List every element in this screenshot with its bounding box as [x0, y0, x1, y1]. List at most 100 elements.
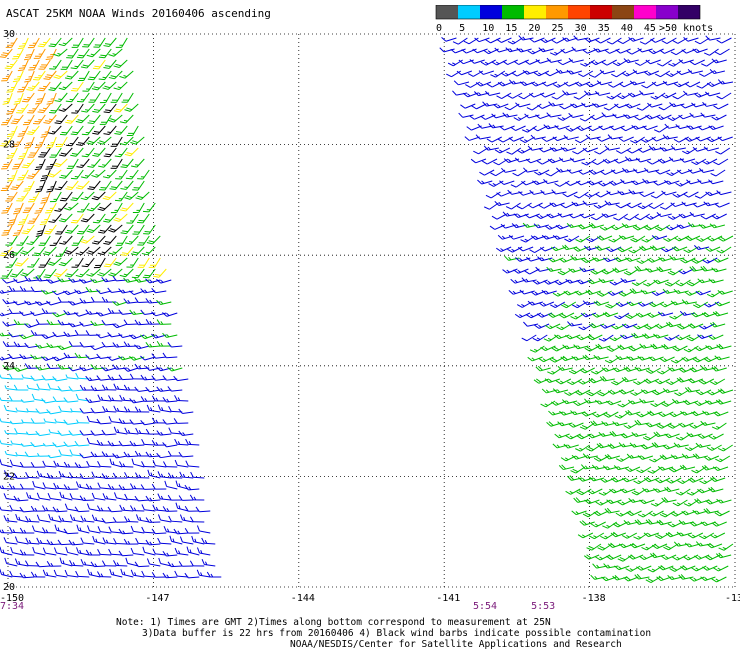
- wind-barb: [661, 92, 677, 99]
- wind-barb: [25, 471, 40, 479]
- wind-barb: [527, 145, 543, 151]
- wind-barb: [4, 385, 18, 391]
- wind-barb: [645, 114, 661, 120]
- wind-barb: [678, 268, 694, 275]
- wind-barb: [114, 492, 128, 501]
- wind-barb: [45, 158, 57, 170]
- wind-barb: [612, 267, 628, 273]
- wind-barb: [35, 276, 51, 282]
- wind-barb: [0, 311, 13, 317]
- wind-barb: [186, 546, 200, 556]
- wind-barb: [549, 202, 565, 208]
- wind-barb: [508, 234, 525, 240]
- wind-barb: [625, 103, 641, 109]
- wind-barb: [30, 354, 46, 360]
- wind-barb: [493, 158, 509, 166]
- wind-barb: [461, 48, 477, 54]
- wind-barb: [42, 569, 57, 578]
- wind-barb: [118, 484, 134, 491]
- wind-barb: [691, 257, 707, 264]
- wind-barb: [644, 167, 660, 173]
- wind-barb: [673, 288, 689, 294]
- wind-barb: [551, 92, 567, 100]
- wind-barb: [675, 488, 691, 496]
- wind-barb: [640, 389, 657, 394]
- wind-barb: [54, 202, 68, 212]
- wind-barb: [613, 465, 630, 471]
- wind-barb: [582, 453, 598, 459]
- wind-barb: [636, 257, 652, 264]
- wind-barb: [595, 343, 611, 350]
- wind-barb: [634, 59, 650, 66]
- wind-barb: [178, 495, 194, 501]
- wind-barb: [68, 300, 84, 306]
- wind-barb: [134, 561, 150, 568]
- wind-barb: [710, 169, 726, 177]
- wind-barb: [548, 257, 564, 263]
- wind-barb: [123, 367, 139, 372]
- wind-barb: [570, 312, 586, 320]
- wind-barb: [69, 559, 84, 567]
- wind-barb: [8, 332, 24, 338]
- wind-barb: [46, 342, 62, 349]
- wind-barb: [679, 464, 696, 471]
- wind-barb: [715, 147, 731, 155]
- wind-barb: [629, 288, 645, 294]
- wind-barb: [701, 465, 718, 471]
- wind-barb: [601, 112, 617, 118]
- wind-barb: [584, 398, 600, 404]
- wind-barb: [103, 213, 117, 223]
- wind-barb: [156, 319, 172, 325]
- wind-barb: [131, 458, 145, 468]
- wind-barb: [589, 532, 605, 540]
- wind-barb: [151, 528, 167, 535]
- wind-barb: [700, 213, 716, 220]
- wind-barb: [560, 146, 576, 152]
- wind-barb: [65, 546, 79, 556]
- wind-barb: [75, 268, 90, 278]
- wind-barb: [97, 246, 112, 256]
- wind-barb: [621, 477, 638, 483]
- wind-barb: [129, 398, 145, 404]
- wind-barb: [596, 136, 612, 142]
- wind-barb: [668, 466, 685, 473]
- wind-barb: [504, 255, 520, 261]
- wind-barb: [8, 395, 24, 402]
- wind-barb: [48, 213, 62, 223]
- wind-barb: [120, 158, 134, 169]
- wind-barb: [582, 147, 599, 153]
- wind-barb: [157, 514, 172, 523]
- wind-barb: [518, 35, 534, 41]
- wind-barb: [30, 505, 46, 512]
- wind-barb: [664, 279, 680, 287]
- wind-barb: [33, 48, 46, 59]
- wind-barb: [30, 311, 46, 317]
- wind-barb: [162, 550, 178, 557]
- wind-barb: [46, 363, 62, 370]
- wind-barb: [680, 565, 696, 571]
- wind-barb: [657, 465, 674, 471]
- wind-barb: [596, 80, 613, 86]
- wind-barb: [538, 47, 554, 53]
- wind-barb: [71, 81, 84, 92]
- wind-barb: [58, 470, 73, 479]
- wind-barb: [58, 103, 73, 112]
- wind-barb: [97, 549, 112, 556]
- wind-barb: [49, 147, 62, 158]
- wind-barb: [700, 420, 716, 426]
- wind-barb: [496, 246, 512, 252]
- wind-barb: [645, 59, 661, 65]
- wind-barb: [683, 499, 699, 507]
- wind-barb: [185, 438, 200, 446]
- wind-barb: [129, 373, 145, 380]
- colorbar-swatch: [634, 5, 656, 19]
- wind-barb: [706, 235, 723, 242]
- wind-barb: [675, 180, 691, 187]
- wind-barb: [12, 224, 24, 237]
- wind-barb: [21, 419, 35, 424]
- wind-barb: [80, 235, 95, 244]
- wind-barb: [70, 191, 84, 202]
- wind-barb: [24, 136, 35, 149]
- wind-barb: [586, 389, 602, 397]
- wind-barb: [615, 510, 631, 517]
